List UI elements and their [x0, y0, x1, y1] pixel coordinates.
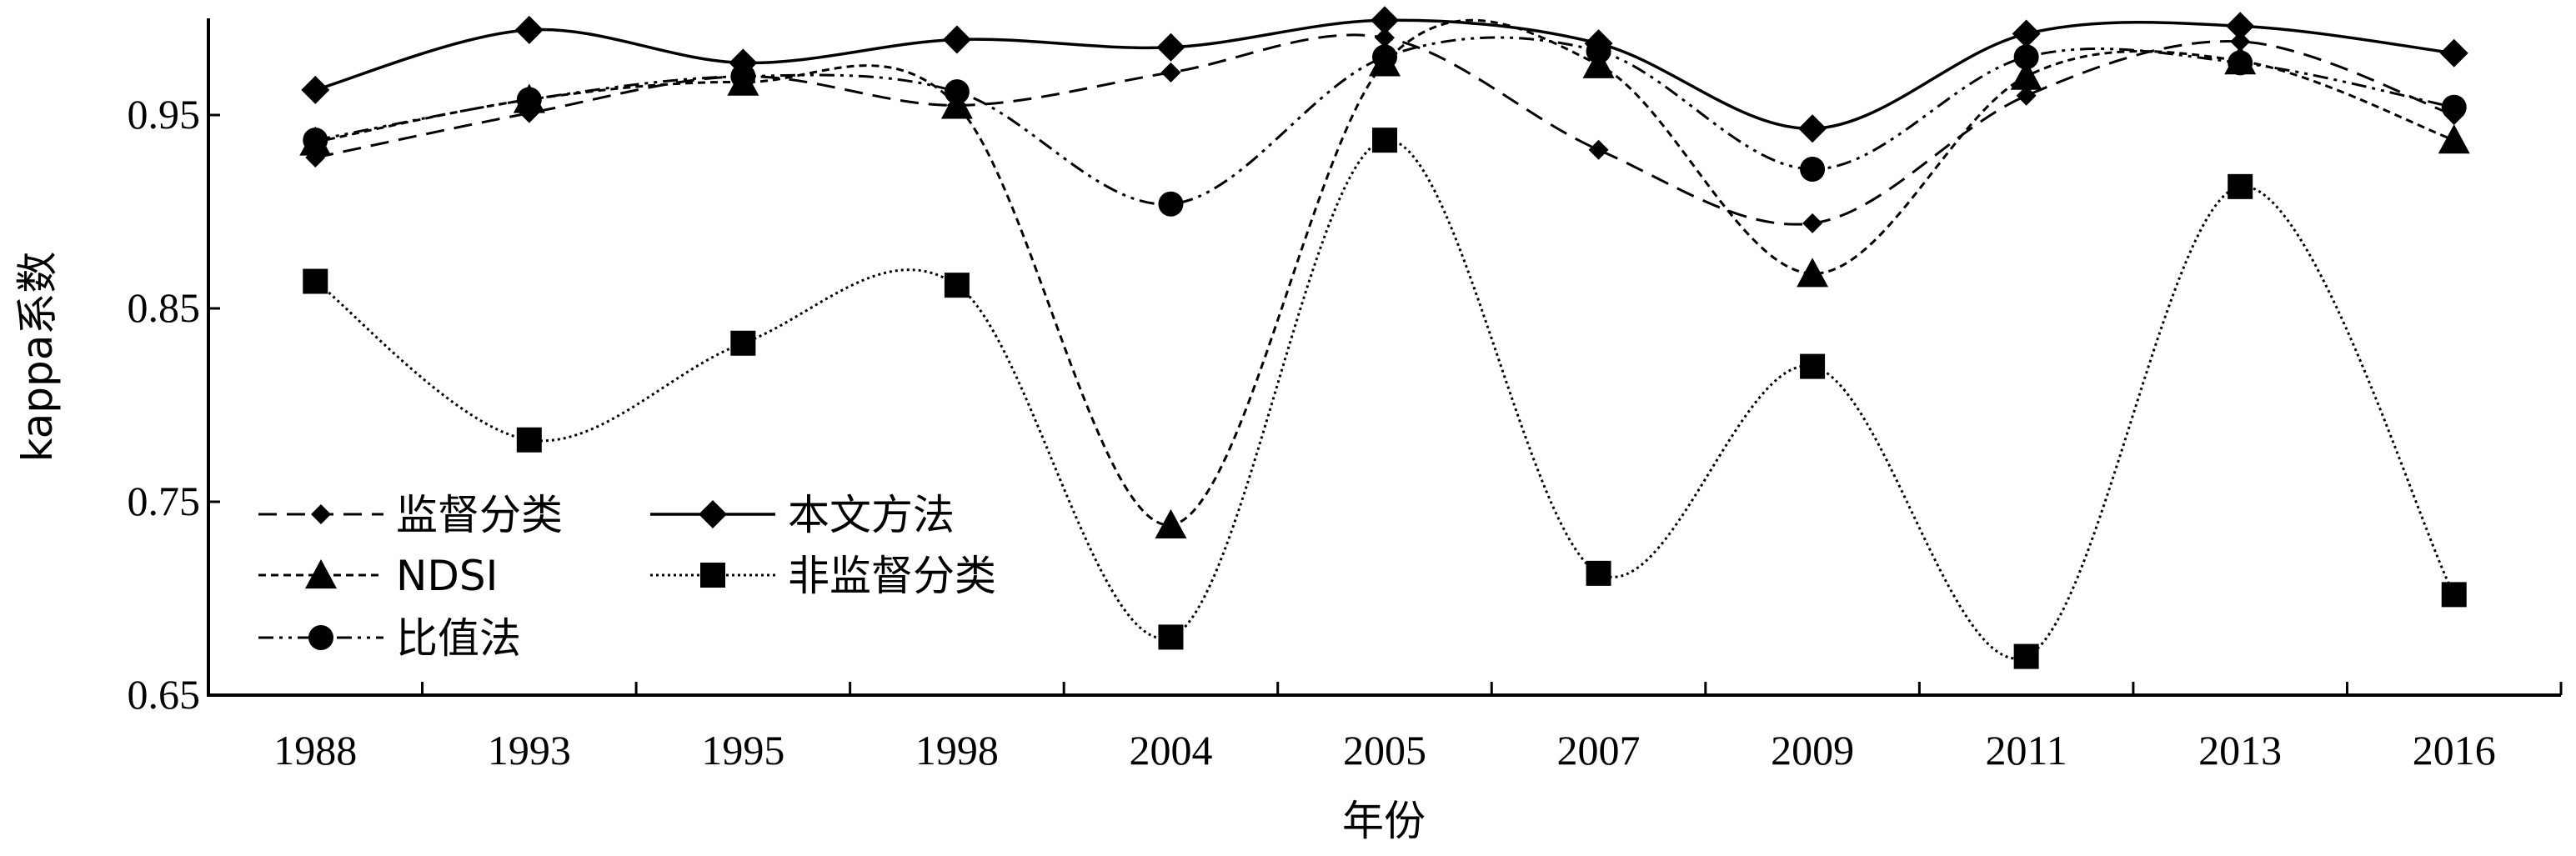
data-point-ndsi [2010, 60, 2042, 90]
x-tick-label: 1993 [488, 727, 571, 773]
data-point-proposed [301, 75, 330, 104]
data-point-supervised [1802, 213, 1823, 233]
legend-label-unsupervised: 非监督分类 [788, 552, 996, 600]
x-tick-label: 2013 [2198, 727, 2282, 773]
legend-item-supervised: 监督分类 [258, 491, 563, 539]
x-axis-title: 年份 [1342, 797, 1426, 845]
data-point-supervised [519, 103, 539, 123]
data-point-proposed [942, 25, 971, 54]
data-point-unsupervised [944, 273, 970, 298]
y-ticks: 0.65 0.75 0.85 0.95 [128, 91, 220, 718]
data-point-supervised [1375, 28, 1395, 48]
data-point-supervised [1160, 62, 1181, 83]
data-point-ratio [1158, 191, 1184, 217]
data-point-proposed [2012, 19, 2041, 48]
series-ratio [303, 36, 2467, 217]
data-point-unsupervised [2013, 643, 2039, 669]
data-point-proposed [1156, 33, 1185, 62]
y-tick-label: 0.95 [128, 91, 201, 138]
data-point-unsupervised [516, 427, 542, 453]
y-tick-label: 0.75 [128, 478, 201, 524]
data-point-unsupervised [1586, 560, 1611, 586]
data-point-proposed [514, 15, 544, 44]
axes [207, 18, 2561, 697]
legend-label-supervised: 监督分类 [396, 491, 563, 539]
y-tick-label: 0.65 [128, 671, 201, 718]
series-line-unsupervised [314, 138, 2456, 660]
legend-item-ndsi: NDSI [258, 552, 498, 600]
data-point-ratio [2441, 94, 2467, 120]
data-point-ratio [1372, 44, 1397, 70]
data-point-unsupervised [1800, 353, 1826, 379]
series-layer [299, 6, 2470, 669]
data-point-ratio [1586, 38, 1611, 64]
data-point-ratio [2013, 44, 2039, 70]
y-tick-label: 0.85 [128, 284, 201, 331]
legend-label-ratio: 比值法 [396, 614, 521, 663]
data-point-ratio [730, 63, 756, 89]
data-point-supervised [2230, 31, 2251, 52]
legend-marker-unsupervised [700, 563, 725, 588]
x-tick-label: 1995 [701, 727, 784, 773]
data-point-proposed [1371, 6, 1399, 35]
data-point-unsupervised [1158, 624, 1184, 650]
series-line-ratio [314, 36, 2455, 206]
data-point-ratio [516, 87, 542, 113]
x-tick-label: 2011 [1986, 727, 2067, 773]
data-point-supervised [2016, 85, 2037, 106]
data-point-proposed [2439, 38, 2468, 68]
data-point-unsupervised [2441, 582, 2467, 608]
data-point-ndsi [2438, 124, 2470, 154]
series-unsupervised [303, 128, 2467, 669]
data-point-unsupervised [730, 330, 756, 356]
x-tick-label: 2007 [1557, 727, 1641, 773]
data-point-ratio [944, 79, 970, 105]
legend-label-proposed: 本文方法 [788, 491, 955, 539]
data-point-unsupervised [303, 268, 328, 294]
data-point-ndsi [1797, 258, 1829, 288]
legend-marker-ratio [308, 625, 333, 650]
data-point-ndsi [1155, 508, 1187, 538]
series-ndsi [299, 18, 2470, 538]
legend-marker-supervised [311, 504, 331, 524]
data-point-ratio [2228, 50, 2253, 76]
x-tick-label: 2009 [1771, 727, 1854, 773]
legend-item-unsupervised: 非监督分类 [650, 552, 996, 600]
data-point-proposed [1798, 114, 1827, 143]
data-point-supervised [1588, 139, 1609, 160]
x-tick-label: 1988 [273, 727, 357, 773]
data-point-unsupervised [1372, 128, 1397, 153]
data-point-unsupervised [2228, 173, 2253, 199]
x-tick-label: 1998 [915, 727, 999, 773]
legend-marker-proposed [699, 500, 727, 528]
series-line-ndsi [314, 18, 2455, 527]
data-point-ratio [1800, 156, 1826, 182]
y-axis-title: kappa系数 [13, 252, 62, 463]
data-point-ratio [303, 128, 328, 153]
x-tick-label: 2016 [2413, 727, 2496, 773]
legend-item-proposed: 本文方法 [650, 491, 955, 539]
legend-marker-ndsi [305, 559, 337, 589]
legend-item-ratio: 比值法 [258, 614, 521, 663]
x-ticks: 1988 1993 1995 1998 2004 2005 2007 2009 2011 2013… [273, 682, 2563, 773]
x-tick-label: 2005 [1343, 727, 1426, 773]
x-tick-label: 2004 [1129, 727, 1212, 773]
legend-label-ndsi: NDSI [396, 552, 498, 600]
data-point-proposed [2226, 12, 2255, 41]
